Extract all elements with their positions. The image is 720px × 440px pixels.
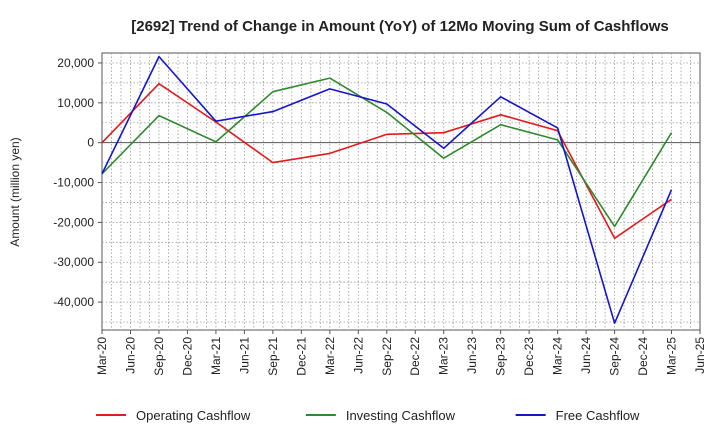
x-tick-label: Dec-20	[180, 337, 194, 376]
x-tick-label: Sep-21	[266, 337, 280, 376]
x-tick-label: Dec-23	[522, 337, 536, 376]
x-tick-label: Jun-21	[237, 337, 251, 374]
y-tick-label: -20,000	[53, 215, 94, 229]
legend-label-investing-cashflow: Investing Cashflow	[346, 408, 456, 423]
plot-frame	[101, 52, 701, 331]
x-tick-label: Mar-21	[209, 337, 223, 375]
series-layer	[101, 55, 673, 325]
x-tick-label: Mar-20	[95, 337, 109, 375]
y-tick-label: 0	[87, 136, 94, 150]
y-tick-label: -30,000	[53, 255, 94, 269]
y-tick-label: 20,000	[57, 56, 94, 70]
x-tick-label: Mar-25	[665, 337, 679, 375]
series-line-operating-cashflow	[101, 82, 672, 240]
x-tick-label: Jun-24	[579, 337, 593, 374]
x-tick-label: Mar-23	[437, 337, 451, 375]
x-tick-label: Sep-20	[152, 337, 166, 376]
legend: Operating Cashflow Investing Cashflow Free…	[96, 408, 640, 423]
x-tick-label: Jun-23	[465, 337, 479, 374]
axis-layer: 20,000 10,000 0 -10,000 -20,000 -30,000 -40,00…	[53, 56, 707, 376]
legend-label-operating-cashflow: Operating Cashflow	[136, 408, 251, 423]
series-line-investing-cashflow	[101, 77, 673, 228]
x-tick-label: Mar-24	[551, 337, 565, 375]
x-tick-label: Dec-24	[636, 337, 650, 376]
y-axis-label: Amount (million yen)	[8, 137, 22, 246]
series-line-free-cashflow	[101, 55, 673, 325]
grid-layer	[101, 52, 701, 331]
x-tick-label: Dec-21	[294, 337, 308, 376]
x-tick-label: Jun-20	[123, 337, 137, 374]
y-tick-label: -10,000	[53, 176, 94, 190]
x-tick-label: Jun-25	[693, 337, 707, 374]
x-tick-label: Jun-22	[351, 337, 365, 374]
y-tick-label: -40,000	[53, 295, 94, 309]
x-tick-label: Dec-22	[408, 337, 422, 376]
x-tick-label: Sep-23	[494, 337, 508, 376]
x-tick-label: Sep-24	[608, 337, 622, 376]
chart-title: [2692] Trend of Change in Amount (YoY) o…	[131, 18, 669, 35]
y-tick-label: 10,000	[57, 96, 94, 110]
x-tick-label: Sep-22	[380, 337, 394, 376]
legend-label-free-cashflow: Free Cashflow	[556, 408, 640, 423]
x-tick-label: Mar-22	[323, 337, 337, 375]
